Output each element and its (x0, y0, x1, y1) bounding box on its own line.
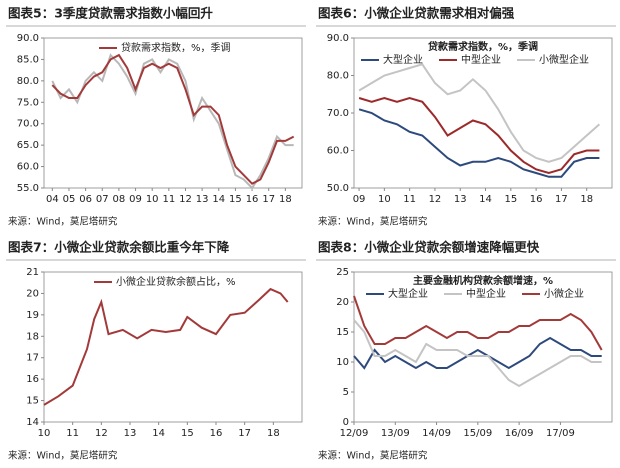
x-tick-label: 14 (479, 194, 492, 205)
x-tick-label: 10 (38, 428, 51, 439)
x-tick-label: 13 (124, 428, 137, 439)
y-tick-label: 75.0 (17, 97, 39, 108)
source-note: 来源：Wind，莫尼塔研究 (8, 216, 118, 228)
x-tick-label: 18 (279, 194, 292, 205)
x-tick-label: 13 (454, 194, 467, 205)
data-line (51, 53, 295, 185)
plot-frame (43, 37, 303, 189)
y-tick-label: 90.0 (17, 33, 39, 44)
data-line (353, 295, 603, 351)
x-tick-label: 14 (212, 194, 225, 205)
x-tick-label: 18 (580, 194, 593, 205)
x-tick-label: 05 (63, 194, 76, 205)
y-tick-label: 14 (26, 417, 39, 428)
data-line (358, 108, 600, 178)
plot-frame (43, 271, 303, 423)
panel-title: 图表5：3季度贷款需求指数小幅回升 (8, 6, 213, 21)
y-tick-label: 20 (26, 288, 39, 299)
legend-title: 贷款需求指数，%，季调 (427, 40, 538, 53)
data-line (358, 63, 601, 163)
x-tick-label: 08 (113, 194, 126, 205)
y-tick-label: 15 (26, 396, 39, 407)
x-tick-label: 17/09 (546, 428, 575, 439)
x-tick-label: 09 (353, 194, 366, 205)
x-tick-label: 12 (179, 194, 192, 205)
x-tick-label: 09 (129, 194, 142, 205)
x-tick-label: 07 (96, 194, 109, 205)
data-line (353, 319, 602, 388)
x-tick-label: 12 (429, 194, 442, 205)
y-tick-label: 65.0 (17, 140, 39, 151)
panel-title: 图表8：小微企业贷款余额增速降幅更快 (318, 240, 540, 255)
x-tick-label: 11 (66, 428, 79, 439)
x-tick-label: 17 (555, 194, 568, 205)
x-tick-label: 12 (95, 428, 108, 439)
x-tick-label: 16 (530, 194, 543, 205)
source-note: 来源：Wind，莫尼塔研究 (318, 216, 428, 228)
x-tick-label: 11 (403, 194, 416, 205)
x-tick-label: 17 (262, 194, 275, 205)
legend-label: 中型企业 (466, 287, 506, 300)
data-line (353, 336, 602, 370)
plot-frame (353, 271, 613, 423)
y-tick-label: 60.0 (17, 162, 39, 173)
data-line (43, 287, 289, 406)
legend-label: 小微企业贷款余额占比，% (116, 275, 236, 288)
y-tick-label: 0 (343, 417, 349, 428)
x-tick-label: 12/09 (340, 428, 369, 439)
x-tick-label: 15/09 (463, 428, 492, 439)
x-tick-label: 16 (246, 194, 259, 205)
legend-label: 贷款需求指数，%，季调 (121, 41, 231, 54)
x-tick-label: 10 (378, 194, 391, 205)
legend-label: 大型企业 (383, 53, 423, 66)
y-tick-label: 25 (336, 267, 349, 278)
x-tick-label: 13 (196, 194, 209, 205)
panel-title: 图表6：小微企业贷款需求相对偏强 (318, 6, 515, 21)
x-tick-label: 17 (238, 428, 251, 439)
y-tick-label: 17 (26, 353, 39, 364)
x-tick-label: 06 (79, 194, 92, 205)
legend-label: 小微企业 (544, 287, 584, 300)
y-tick-label: 90.0 (327, 33, 349, 44)
y-tick-label: 5 (343, 387, 349, 398)
y-tick-label: 19 (26, 310, 39, 321)
source-note: 来源：Wind，莫尼塔研究 (318, 450, 428, 462)
data-line (358, 96, 600, 175)
y-tick-label: 60.0 (327, 146, 349, 157)
x-tick-label: 16 (210, 428, 223, 439)
x-tick-label: 13/09 (381, 428, 410, 439)
x-tick-label: 14/09 (422, 428, 451, 439)
y-tick-label: 16 (26, 374, 39, 385)
x-tick-label: 16/09 (505, 428, 534, 439)
x-tick-label: 14 (152, 428, 165, 439)
y-tick-label: 20 (336, 297, 349, 308)
data-line (51, 53, 294, 190)
x-tick-label: 15 (504, 194, 517, 205)
legend-title: 主要金融机构贷款余额增速，% (413, 274, 553, 287)
y-tick-label: 15 (336, 327, 349, 338)
y-tick-label: 80.0 (17, 76, 39, 87)
source-note: 来源：Wind，莫尼塔研究 (8, 450, 118, 462)
y-tick-label: 10 (336, 357, 349, 368)
panel-title: 图表7：小微企业贷款余额比重今年下降 (8, 240, 230, 255)
y-tick-label: 50.0 (327, 183, 349, 194)
x-tick-label: 04 (46, 194, 59, 205)
y-tick-label: 70.0 (327, 108, 349, 119)
legend-label: 大型企业 (388, 287, 428, 300)
legend-label: 中型企业 (461, 53, 501, 66)
legend-label: 小微型企业 (539, 53, 589, 66)
y-tick-label: 70.0 (17, 119, 39, 130)
y-tick-label: 85.0 (17, 54, 39, 65)
x-tick-label: 15 (181, 428, 194, 439)
x-tick-label: 15 (229, 194, 242, 205)
y-tick-label: 18 (26, 331, 39, 342)
x-tick-label: 10 (146, 194, 159, 205)
y-tick-label: 80.0 (327, 71, 349, 82)
x-tick-label: 18 (267, 428, 280, 439)
y-tick-label: 21 (26, 267, 39, 278)
y-tick-label: 55.0 (17, 183, 39, 194)
x-tick-label: 11 (162, 194, 175, 205)
